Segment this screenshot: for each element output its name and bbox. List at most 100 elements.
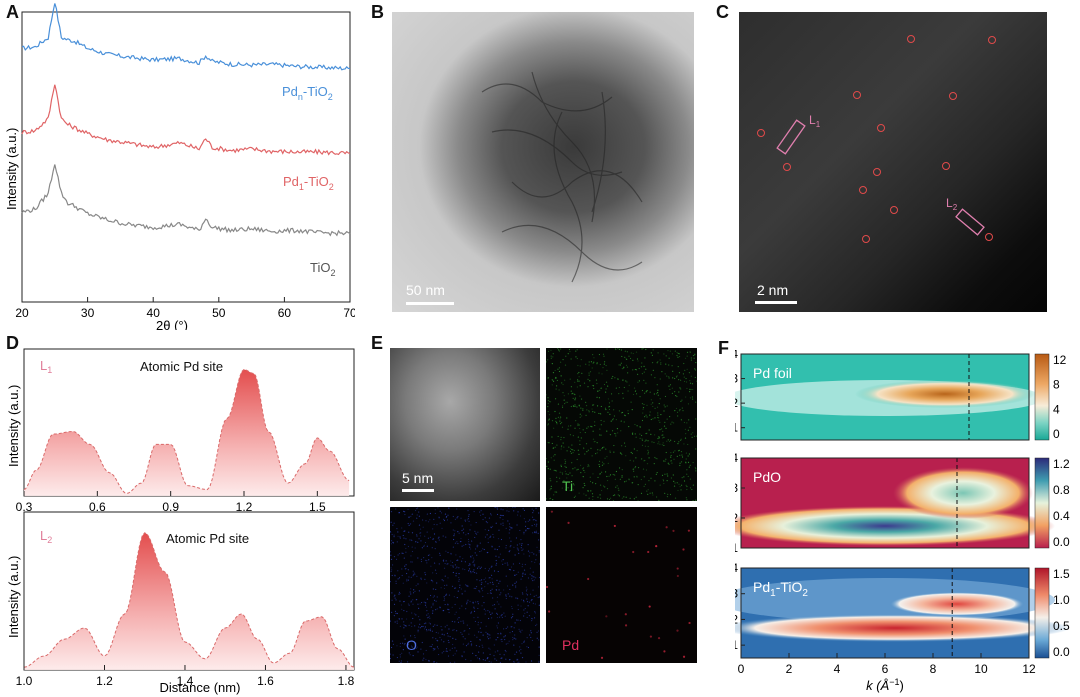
- eds-dot: [485, 631, 487, 633]
- eds-dot: [395, 582, 397, 585]
- eds-dot: [571, 462, 573, 464]
- eds-dot: [618, 348, 621, 351]
- eds-dot: [587, 464, 589, 466]
- eds-dot: [654, 456, 656, 459]
- eds-dot: [486, 552, 488, 554]
- eds-dot: [600, 419, 602, 422]
- eds-dot: [608, 402, 611, 404]
- eds-dot: [580, 359, 582, 361]
- eds-dot: [466, 624, 468, 626]
- eds-dot: [462, 568, 464, 570]
- eds-dot: [419, 627, 421, 629]
- pdo-title: PdO: [753, 469, 781, 485]
- eds-dot: [451, 606, 453, 608]
- eds-dot: [531, 551, 533, 554]
- eds-dot: [519, 630, 521, 632]
- eds-dot: [519, 619, 521, 622]
- eds-dot: [691, 436, 693, 438]
- eds-dot: [525, 590, 528, 592]
- eds-dot: [404, 511, 406, 513]
- eds-dot: [481, 605, 483, 607]
- profile-xtick-label: 1.8: [338, 674, 355, 688]
- eds-dot: [468, 563, 471, 565]
- eds-dot: [594, 421, 596, 423]
- eds-dot: [426, 609, 428, 612]
- eds-dot: [583, 469, 585, 472]
- eds-dot: [393, 556, 396, 558]
- eds-dot: [440, 625, 442, 628]
- eds-dot: [496, 613, 499, 616]
- eds-dot: [479, 580, 481, 582]
- eds-dot: [448, 594, 451, 596]
- eds-dot: [436, 624, 438, 626]
- eds-dot: [560, 464, 562, 466]
- eds-dot: [608, 408, 611, 411]
- eds-dot: [664, 473, 666, 475]
- eds-dot: [403, 644, 405, 646]
- eds-dot: [634, 368, 636, 371]
- eds-dot: [402, 648, 404, 651]
- eds-dot: [647, 449, 649, 451]
- eds-dot: [521, 656, 524, 659]
- xrd-xlabel: 2θ (°): [156, 318, 188, 330]
- eds-dot: [572, 468, 574, 470]
- eds-dot: [469, 548, 472, 550]
- eds-dot: [532, 602, 535, 605]
- eds-dot: [578, 404, 580, 406]
- eds-dot: [666, 405, 668, 407]
- eds-dot: [424, 604, 427, 606]
- eds-dot: [393, 536, 395, 538]
- eds-dot: [633, 498, 635, 500]
- eds-dot: [671, 387, 673, 389]
- eds-dot: [482, 634, 484, 636]
- eds-dot: [414, 645, 417, 647]
- eds-dot: [582, 429, 584, 431]
- eds-dot: [690, 359, 693, 361]
- eds-dot: [596, 442, 598, 444]
- eds-dot: [569, 447, 572, 450]
- eds-dot: [473, 607, 475, 610]
- eds-dot: [669, 493, 672, 496]
- eds-dot: [576, 458, 578, 461]
- eds-dot: [644, 483, 647, 485]
- eds-dot: [464, 520, 467, 523]
- eds-dot: [409, 635, 412, 637]
- eds-dot: [552, 379, 554, 381]
- eds-dot: [629, 459, 631, 461]
- eds-dot: [504, 562, 506, 564]
- eds-dot: [426, 582, 428, 584]
- eds-dot: [496, 548, 498, 551]
- eds-dot: [512, 584, 514, 586]
- eds-dot: [468, 633, 470, 635]
- eds-dot: [406, 610, 408, 613]
- eds-dot: [510, 545, 512, 547]
- eds-dot: [473, 559, 475, 561]
- eds-dot: [412, 599, 414, 601]
- eds-dot: [512, 563, 515, 565]
- eds-dot: [395, 558, 398, 560]
- eds-dot: [655, 393, 658, 395]
- eds-dot: [686, 488, 688, 491]
- eds-dot: [616, 485, 618, 487]
- eds-dot: [403, 537, 405, 539]
- eds-dot: [689, 391, 691, 393]
- eds-dot: [582, 409, 584, 411]
- eds-dot: [496, 513, 499, 516]
- eds-dot: [425, 622, 427, 624]
- eds-dot: [417, 541, 419, 543]
- eds-dot: [473, 610, 476, 613]
- eds-dot: [557, 349, 560, 351]
- eds-dot: [679, 486, 681, 488]
- eds-dot: [432, 581, 434, 583]
- eds-dot: [685, 461, 687, 463]
- eds-dot: [408, 624, 410, 626]
- eds-dot: [418, 607, 420, 609]
- eds-dot: [678, 372, 681, 374]
- eds-dot: [527, 550, 530, 552]
- eds-dot: [620, 452, 622, 454]
- eds-dot: [641, 362, 643, 364]
- eds-dot: [529, 593, 532, 595]
- eds-dot: [548, 610, 551, 613]
- eds-dot: [477, 531, 479, 533]
- eds-dot: [444, 603, 446, 606]
